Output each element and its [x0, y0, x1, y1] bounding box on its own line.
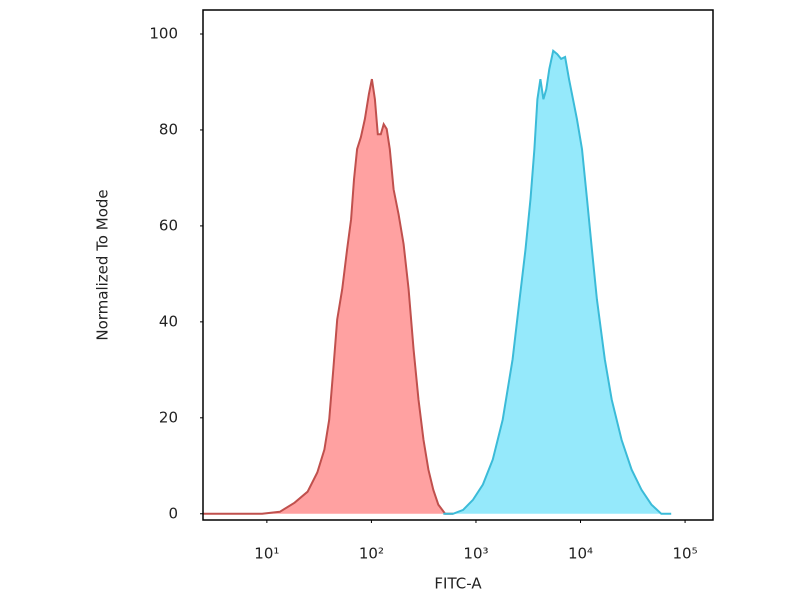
- x-axis-label: FITC-A: [434, 575, 482, 593]
- x-tick-label: 10⁴: [568, 545, 593, 563]
- histogram-area: [203, 79, 454, 514]
- y-tick-label: 80: [159, 120, 178, 138]
- x-tick-label: 10²: [359, 545, 384, 563]
- x-tick-label: 10⁵: [673, 545, 698, 563]
- y-tick-label: 100: [149, 24, 178, 42]
- y-tick-label: 20: [159, 408, 178, 426]
- x-tick-label: 10³: [463, 545, 488, 563]
- plot-frame: [202, 9, 714, 521]
- histogram-area: [443, 50, 672, 514]
- y-tick-label: 40: [159, 312, 178, 330]
- plot-area: [203, 48, 672, 515]
- x-tick-label: 10¹: [254, 545, 279, 563]
- y-axis-label: Normalized To Mode: [94, 189, 112, 340]
- histogram-outline: [203, 78, 454, 515]
- histogram-outline: [443, 48, 672, 515]
- y-tick-label: 0: [168, 504, 178, 522]
- y-tick-label: 60: [159, 216, 178, 234]
